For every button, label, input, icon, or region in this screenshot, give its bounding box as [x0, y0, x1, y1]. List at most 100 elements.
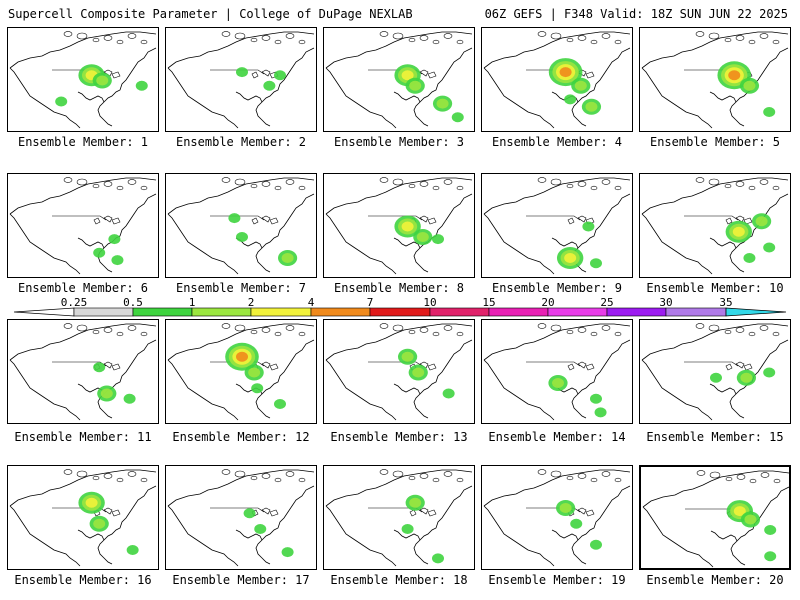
scp-contour	[100, 388, 113, 399]
north-america-map	[483, 31, 631, 129]
colorbar-segment	[429, 307, 490, 317]
arctic-island	[116, 477, 124, 483]
arctic-island	[456, 39, 464, 45]
arctic-island	[274, 185, 282, 191]
ensemble-map-panel	[481, 465, 633, 570]
scp-contour	[559, 67, 572, 78]
scp-contour	[236, 351, 248, 362]
arctic-island	[443, 179, 453, 185]
arctic-island	[274, 331, 282, 337]
ensemble-map-panel	[7, 173, 159, 278]
arctic-island	[577, 327, 587, 333]
arctic-island	[748, 39, 756, 45]
arctic-island	[708, 178, 720, 186]
arctic-island	[724, 329, 732, 335]
coastline	[167, 469, 315, 567]
arctic-island	[116, 185, 124, 191]
coastline	[167, 31, 315, 129]
arctic-island	[234, 324, 246, 332]
ensemble-member-label: Ensemble Member: 19	[488, 573, 626, 587]
arctic-island	[614, 39, 622, 45]
arctic-island	[298, 331, 306, 337]
ensemble-member-label: Ensemble Member: 11	[14, 430, 152, 444]
north-america-map	[167, 469, 315, 567]
scp-contour	[442, 388, 455, 399]
colorbar-segment	[250, 307, 312, 317]
arctic-island	[772, 185, 780, 191]
north-america-map	[9, 323, 157, 421]
arctic-island	[590, 331, 598, 337]
scp-contour	[582, 221, 595, 232]
coastline	[325, 323, 473, 421]
scp-contour	[93, 247, 106, 258]
arctic-island	[234, 32, 246, 40]
scp-contour	[96, 75, 109, 86]
arctic-island	[63, 31, 73, 37]
colorbar-tick-label: 1	[188, 296, 196, 309]
ensemble-member-label: Ensemble Member: 12	[172, 430, 310, 444]
arctic-island	[140, 477, 148, 483]
arctic-island	[566, 329, 574, 335]
arctic-island	[127, 471, 137, 477]
ensemble-map-panel	[7, 27, 159, 132]
arctic-island	[250, 475, 258, 481]
scp-contour	[733, 506, 746, 517]
arctic-island	[537, 469, 547, 475]
arctic-island	[537, 323, 547, 329]
ensemble-member-label: Ensemble Member: 6	[17, 281, 149, 295]
us-canada-border	[526, 215, 581, 221]
scp-contour	[451, 112, 464, 123]
arctic-island	[456, 185, 464, 191]
arctic-island	[103, 473, 113, 479]
arctic-island	[274, 39, 282, 45]
arctic-island	[566, 37, 574, 43]
scp-contour	[248, 367, 261, 378]
ensemble-member-label: Ensemble Member: 1	[17, 135, 149, 149]
ensemble-member-label: Ensemble Member: 16	[14, 573, 152, 587]
arctic-island	[577, 35, 587, 41]
colorbar-segment	[191, 307, 252, 317]
arctic-island	[221, 31, 231, 37]
arctic-island	[298, 39, 306, 45]
great-lakes	[251, 69, 279, 79]
arctic-island	[298, 185, 306, 191]
scp-contour	[236, 232, 248, 242]
arctic-island	[432, 331, 440, 337]
ensemble-member-label: Ensemble Member: 7	[175, 281, 307, 295]
ensemble-map-panel	[639, 319, 791, 424]
coastline	[9, 177, 157, 275]
colorbar-tick-label: 4	[307, 296, 315, 309]
us-canada-border	[684, 361, 739, 367]
scp-contour	[409, 80, 422, 91]
arctic-island	[590, 39, 598, 45]
us-canada-border	[526, 361, 581, 367]
ensemble-member-label: Ensemble Member: 20	[646, 573, 784, 587]
arctic-island	[724, 183, 732, 189]
arctic-island	[116, 39, 124, 45]
arctic-island	[772, 39, 780, 45]
scp-contour	[93, 362, 106, 373]
north-america-map	[483, 323, 631, 421]
colorbar-tick-label: 0.5	[123, 296, 143, 309]
coastline	[483, 31, 631, 129]
arctic-island	[419, 327, 429, 333]
arctic-island	[566, 183, 574, 189]
ensemble-member-label: Ensemble Member: 8	[333, 281, 465, 295]
arctic-island	[103, 327, 113, 333]
arctic-island	[443, 33, 453, 39]
arctic-island	[379, 31, 389, 37]
coastline	[9, 31, 157, 129]
arctic-island	[614, 185, 622, 191]
arctic-island	[221, 323, 231, 329]
colorbar-segment	[488, 307, 549, 317]
arctic-island	[550, 324, 562, 332]
arctic-island	[537, 31, 547, 37]
scp-contour	[564, 253, 577, 263]
ensemble-map-panel	[323, 27, 475, 132]
ensemble-member-label: Ensemble Member: 5	[649, 135, 781, 149]
us-canada-border	[210, 215, 265, 221]
coastline	[325, 469, 473, 567]
scp-contour	[764, 525, 777, 535]
arctic-island	[392, 324, 404, 332]
arctic-island	[456, 331, 464, 337]
